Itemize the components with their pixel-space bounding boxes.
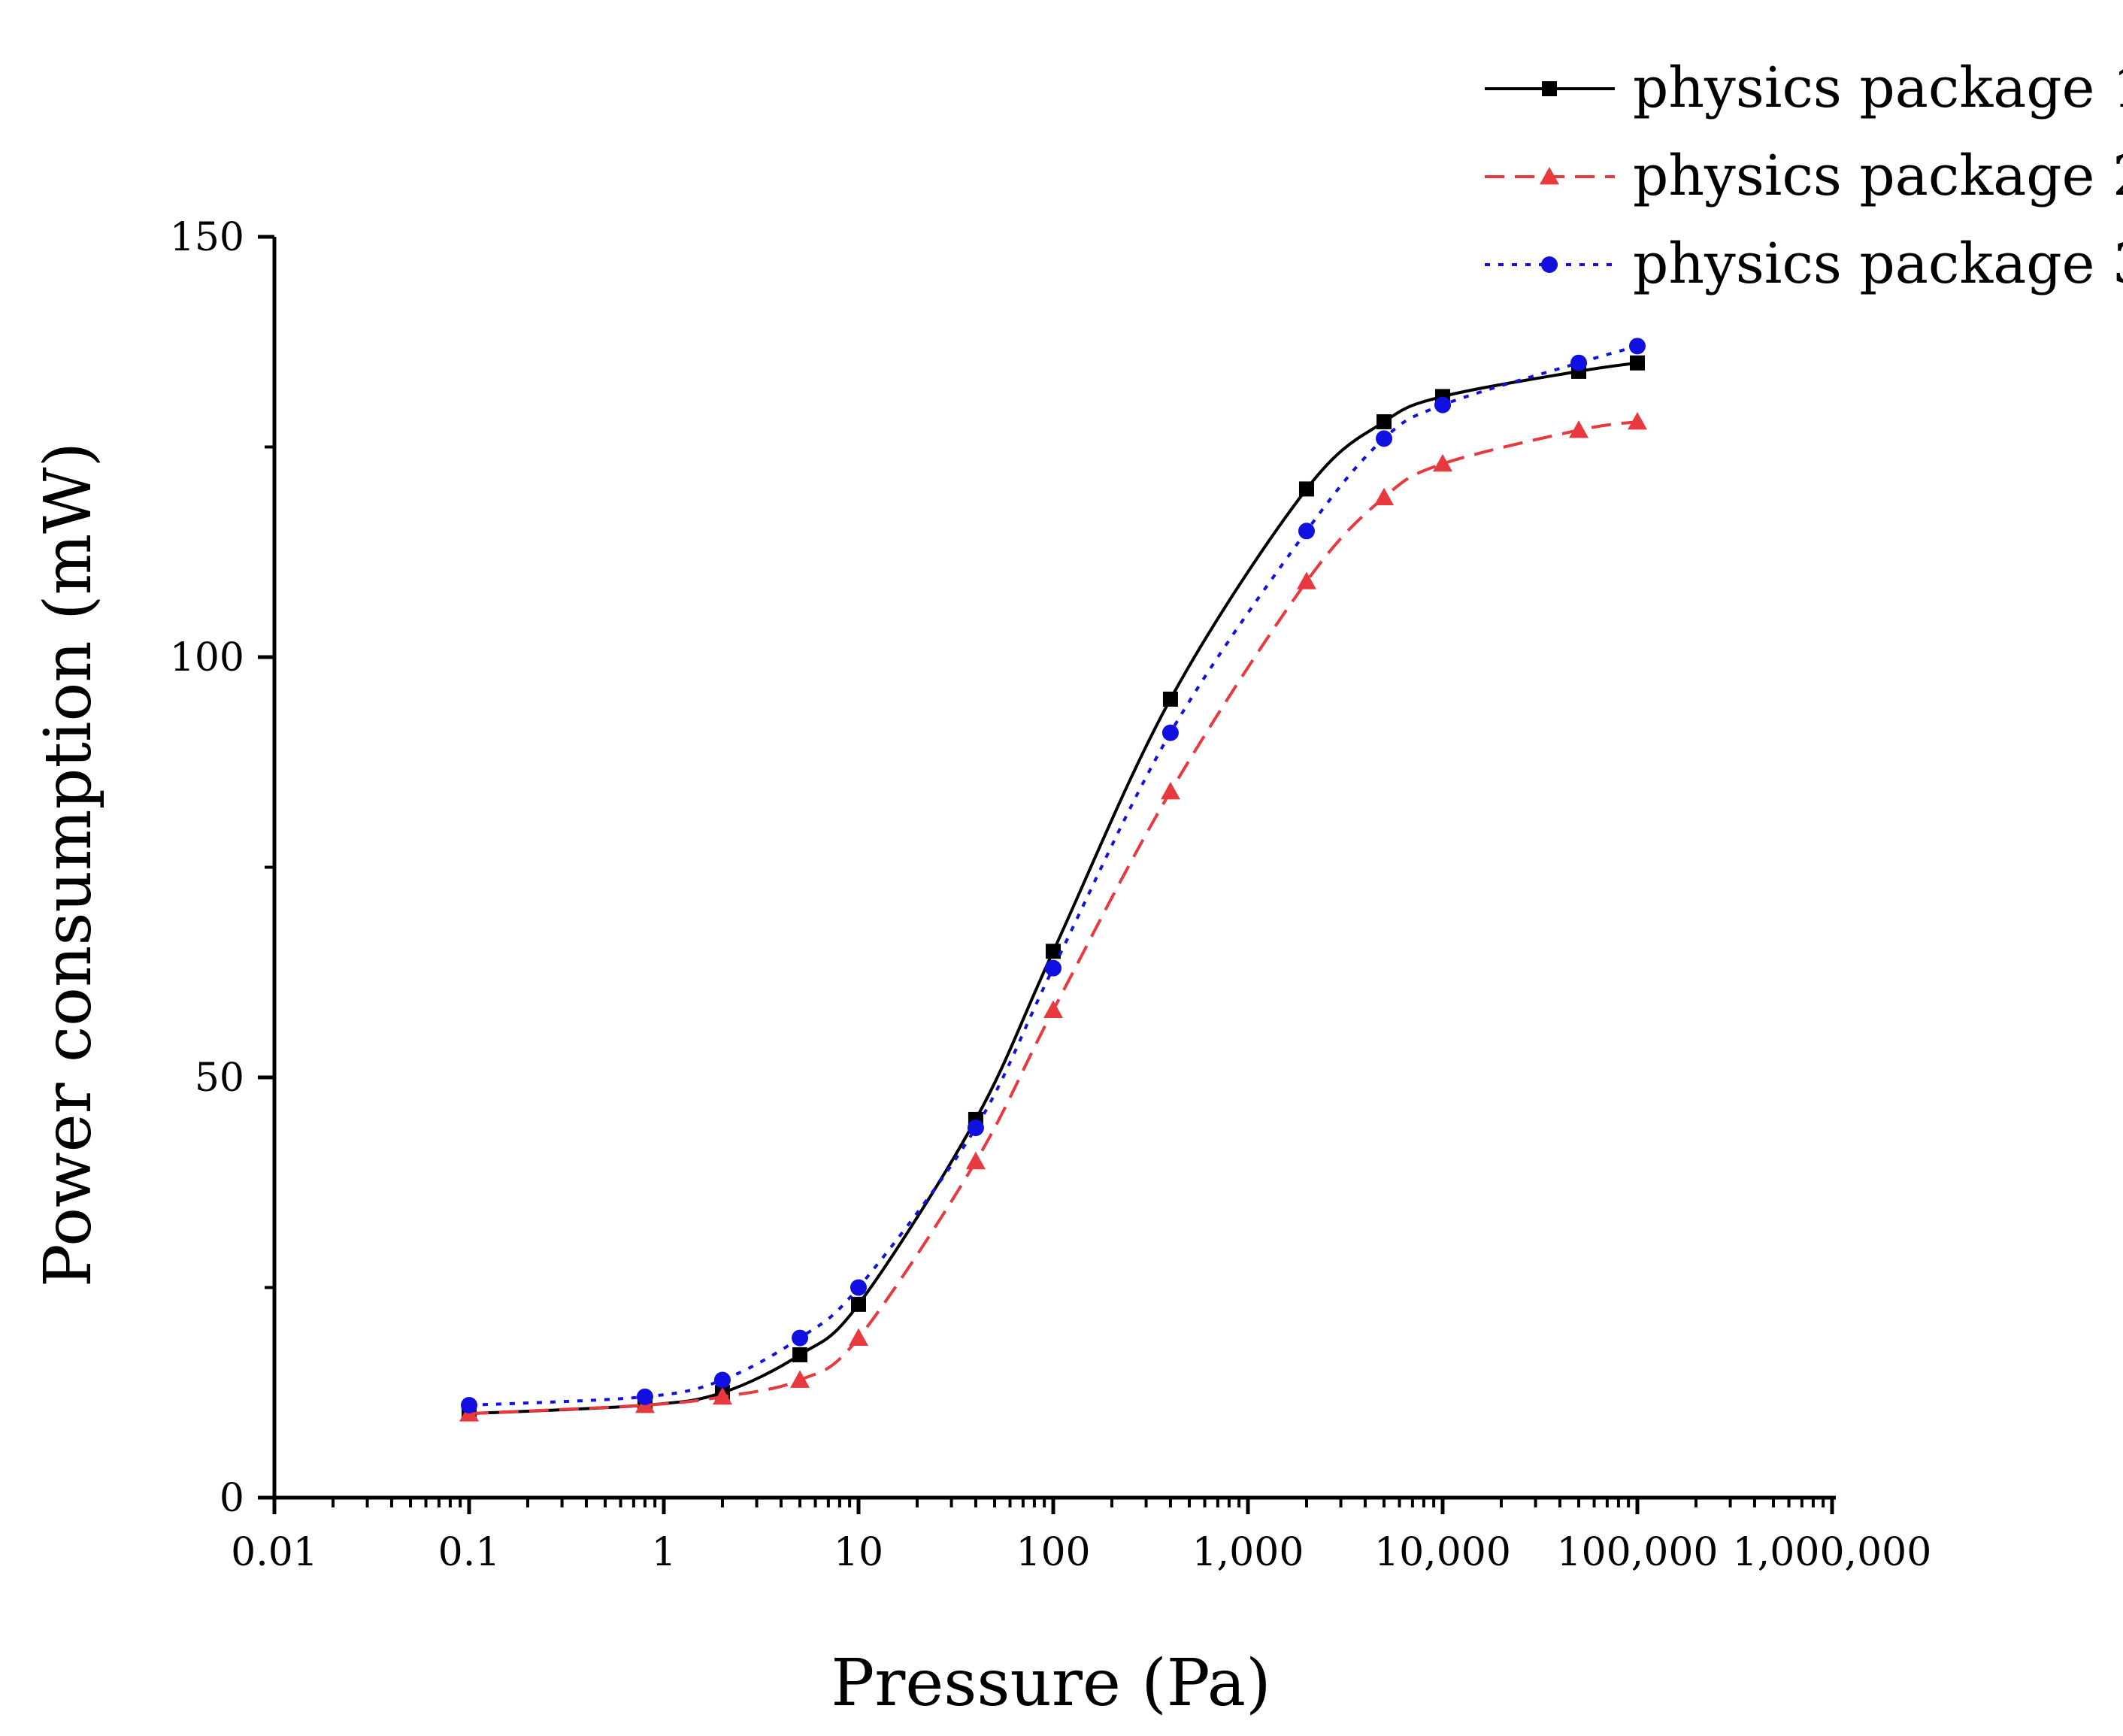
- data-point-marker: [1161, 724, 1179, 741]
- data-point-marker: [1629, 338, 1646, 355]
- legend: physics package 1 physics package 2 physic…: [1485, 56, 2123, 296]
- series-2: [459, 411, 1647, 1422]
- data-point-marker: [792, 1347, 808, 1362]
- data-point-marker: [1630, 355, 1645, 371]
- series-line: [468, 420, 1638, 1416]
- data-point-marker: [1160, 781, 1180, 800]
- data-point-marker: [1376, 430, 1393, 447]
- x-tick-label: 100: [1016, 1530, 1090, 1575]
- x-ticks: 0.01 0.1 1 10 100 1,000 10,000 100,000 1,000,000: [231, 1498, 1931, 1575]
- x-tick-label: 10: [834, 1530, 883, 1575]
- series-line: [468, 361, 1638, 1416]
- data-point-marker: [967, 1119, 984, 1137]
- data-point-marker: [1434, 396, 1451, 414]
- legend-marker: [1541, 256, 1558, 273]
- series-3: [461, 338, 1646, 1414]
- y-axis-title: Power consumption (mW): [31, 442, 106, 1287]
- data-point-marker: [1298, 523, 1315, 540]
- data-point-marker: [849, 1328, 868, 1346]
- data-point-marker: [1570, 354, 1588, 371]
- legend-item: physics package 2: [1485, 144, 2123, 208]
- data-point-marker: [636, 1388, 653, 1405]
- data-point-marker: [461, 1397, 477, 1414]
- x-tick-label: 1: [651, 1530, 676, 1575]
- y-tick-label: 100: [170, 635, 244, 680]
- x-tick-label: 100,000: [1556, 1530, 1718, 1575]
- data-point-marker: [712, 1386, 732, 1405]
- data-point-marker: [850, 1279, 867, 1296]
- data-point-marker: [1046, 944, 1061, 959]
- legend-marker: [1540, 167, 1559, 185]
- data-point-marker: [1162, 691, 1178, 707]
- data-point-marker: [1376, 414, 1392, 429]
- legend-label: physics package 3: [1633, 232, 2123, 296]
- y-ticks: 0 50 100 150: [170, 215, 274, 1521]
- data-point-marker: [1433, 453, 1452, 472]
- series-layer: [459, 338, 1647, 1422]
- data-point-marker: [1569, 420, 1589, 438]
- legend-label: physics package 1: [1633, 56, 2123, 120]
- y-tick-label: 50: [195, 1056, 244, 1101]
- data-point-marker: [1045, 959, 1062, 977]
- data-point-marker: [1298, 481, 1314, 497]
- data-point-marker: [713, 1371, 731, 1389]
- data-point-marker: [851, 1296, 866, 1312]
- x-axis-title: Pressure (Pa): [831, 1646, 1270, 1721]
- legend-item: physics package 3: [1485, 232, 2123, 296]
- y-tick-label: 0: [220, 1476, 244, 1521]
- axis-titles: Pressure (Pa) Power consumption (mW): [31, 442, 1271, 1721]
- x-tick-label: 1,000,000: [1733, 1530, 1932, 1575]
- data-point-marker: [1296, 571, 1316, 589]
- data-point-marker: [1043, 1000, 1063, 1018]
- x-tick-label: 1,000: [1192, 1530, 1304, 1575]
- data-point-marker: [790, 1370, 810, 1388]
- legend-marker: [1542, 81, 1557, 96]
- data-point-marker: [965, 1151, 986, 1170]
- x-tick-label: 0.01: [231, 1530, 318, 1575]
- data-point-marker: [792, 1329, 809, 1347]
- legend-item: physics package 1: [1485, 56, 2123, 120]
- y-tick-label: 150: [170, 215, 244, 260]
- series-line: [468, 344, 1638, 1407]
- series-1: [462, 355, 1645, 1422]
- legend-label: physics package 2: [1633, 144, 2123, 208]
- x-tick-label: 0.1: [438, 1530, 501, 1575]
- x-tick-label: 10,000: [1374, 1530, 1511, 1575]
- data-point-marker: [1374, 487, 1395, 505]
- data-point-marker: [1628, 411, 1647, 430]
